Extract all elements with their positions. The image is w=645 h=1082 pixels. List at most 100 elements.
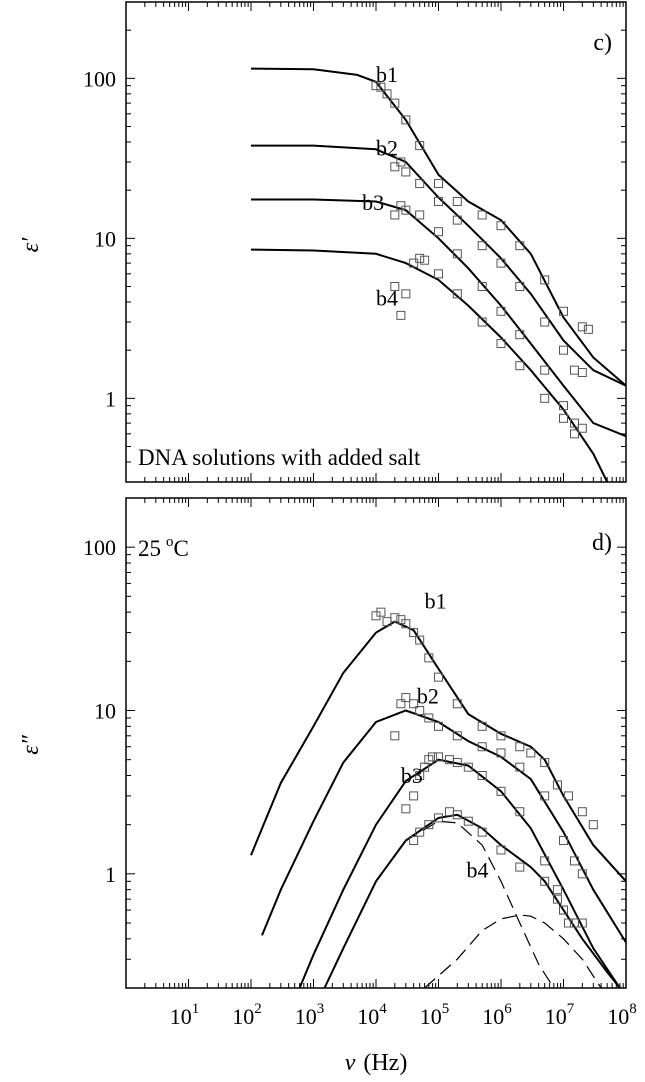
- panel-c-point-b3: [415, 210, 425, 220]
- panel-c-point-b1: [376, 82, 386, 92]
- panel-c-point-b3: [390, 210, 400, 220]
- panel-c-point-b2: [452, 215, 462, 225]
- panel-c-fit-b3: [251, 198, 626, 438]
- panel-c-series-labels: b1 b2 b3 b4: [362, 62, 398, 311]
- panel-c-point-b3: [540, 365, 550, 375]
- panel-d-fit-curves: [250, 620, 626, 988]
- panel-c-point-b4: [570, 429, 580, 439]
- panel-d-point-b3: [552, 885, 562, 895]
- panel-d-point-b3: [401, 804, 411, 814]
- panel-c-fit-b2: [251, 144, 626, 387]
- panel-d-point-b1: [401, 619, 411, 629]
- panel-d-point-b3: [463, 762, 473, 772]
- panel-c-point-b4: [396, 310, 406, 320]
- panel-c-point-b4: [540, 393, 550, 403]
- x-tick-base: 10: [420, 1004, 442, 1029]
- panel-d-point-b1: [424, 653, 434, 663]
- x-axis-symbol: ν: [345, 1050, 356, 1076]
- panel-d-label-b2: b2: [417, 684, 439, 709]
- panel-c-point-b1: [540, 275, 550, 285]
- panel-c-point-b2: [577, 368, 587, 378]
- panel-c-point-b2: [390, 162, 400, 172]
- x-tick-base: 10: [545, 1004, 567, 1029]
- panel-d-label-b4: b4: [466, 857, 488, 882]
- panel-d-point-b4: [552, 894, 562, 904]
- panel-c-point-b4: [401, 289, 411, 299]
- panel-c-point-b4: [390, 282, 400, 292]
- panel-d-fit-b2: [261, 709, 626, 944]
- panel-c-point-b2: [540, 317, 550, 327]
- panel-c-point-b2: [401, 167, 411, 177]
- panel-c-point-b3: [515, 330, 525, 340]
- panel-d-point-b4: [415, 827, 425, 837]
- x-tick-base: 10: [482, 1004, 504, 1029]
- x-tick-label: 106: [482, 1001, 512, 1029]
- panel-d-point-b1: [390, 613, 400, 623]
- panel-c-point-b1: [577, 322, 587, 332]
- panel-c-point-b3: [452, 249, 462, 259]
- x-tick-base: 10: [232, 1004, 254, 1029]
- temperature-unit: C: [174, 536, 189, 561]
- panel-d-y-tick-label: 10: [94, 699, 116, 724]
- panel-d-point-b4: [434, 813, 443, 823]
- panel-d-point-b2: [496, 748, 506, 758]
- x-tick-base: 10: [295, 1004, 317, 1029]
- panel-d-series-labels: b1 b2 b3 b4: [401, 589, 489, 883]
- panel-c-point-b1: [401, 115, 411, 125]
- panel-d-frame: [125, 497, 627, 989]
- x-tick-label: 108: [607, 1001, 637, 1029]
- panel-d-point-b3: [477, 770, 487, 780]
- temperature-degree: o: [166, 534, 174, 550]
- panel-d-point-b2: [540, 791, 550, 801]
- panel-d-point-b2: [434, 721, 443, 731]
- panel-c-point-b2: [477, 241, 487, 251]
- panel-d-point-b2: [577, 869, 587, 879]
- x-axis-unit: (Hz): [363, 1050, 407, 1076]
- panel-d-point-b4: [559, 905, 568, 915]
- panel-d-point-b2: [424, 713, 434, 723]
- panel-d-point-b4: [496, 845, 506, 855]
- panel-d-point-b4: [452, 810, 462, 820]
- panel-d-point-b2: [477, 742, 487, 752]
- panel-c-axes: 1 10 100: [83, 1, 627, 483]
- panel-c-point-b3: [401, 205, 411, 215]
- panel-c-point-b4: [496, 339, 506, 349]
- panel-c-point-b4: [559, 413, 568, 423]
- panel-d-point-b3: [409, 791, 419, 801]
- x-tick-exponent: 6: [504, 1001, 512, 1017]
- panel-c-point-b4: [420, 255, 430, 265]
- panel-c-fit-b1: [250, 67, 626, 387]
- panel-d-data-points: [371, 607, 598, 928]
- panel-c-label-b2: b2: [376, 135, 398, 160]
- panel-d-point-b4: [515, 862, 525, 872]
- panel-c-point-b1: [390, 98, 400, 108]
- panel-d-point-b2: [390, 731, 400, 741]
- panel-d-point-b2: [409, 699, 419, 709]
- panel-c-point-b2: [396, 157, 406, 167]
- panel-c-point-b1: [583, 324, 593, 334]
- panel-d-point-b3: [540, 856, 550, 866]
- x-tick-base: 10: [607, 1004, 629, 1029]
- panel-c-point-b2: [515, 282, 525, 292]
- panel-c-point-b1: [382, 89, 392, 99]
- panel-d-point-b1: [563, 791, 573, 801]
- x-tick-exponent: 4: [379, 1001, 387, 1017]
- x-tick-exponent: 1: [192, 1001, 200, 1017]
- panel-d-point-b1: [409, 628, 419, 638]
- panel-d-point-b1: [577, 807, 587, 817]
- panel-d-point-b3: [434, 752, 443, 762]
- panel-d-temperature: 25 oC: [138, 534, 189, 561]
- panel-d-point-b1: [496, 731, 506, 741]
- panel-d-point-b3: [427, 752, 437, 762]
- panel-d-y-tick-label: 100: [83, 535, 116, 560]
- panel-c-point-b1: [452, 196, 462, 206]
- x-tick-label: 103: [295, 1001, 325, 1029]
- panel-c-point-b2: [434, 196, 443, 206]
- panel-c-point-b1: [559, 306, 568, 316]
- x-axis-title: ν (Hz): [345, 1050, 408, 1076]
- panel-c-point-b4: [477, 317, 487, 327]
- panel-d-point-b2: [401, 693, 411, 703]
- x-tick-label: 105: [420, 1001, 450, 1029]
- panel-d-fit-b3: [298, 758, 621, 988]
